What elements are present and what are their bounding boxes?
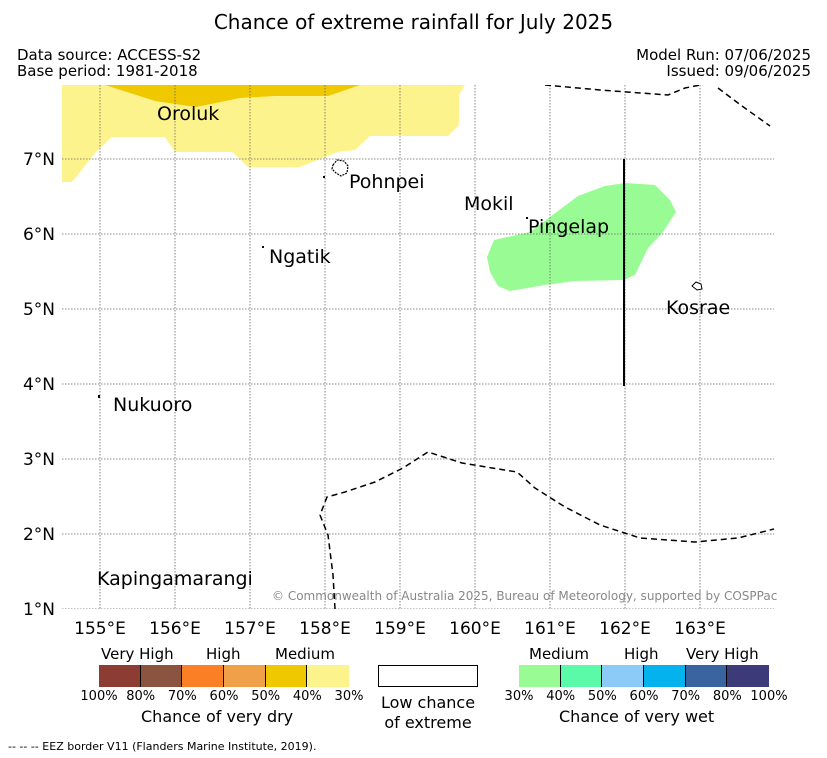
nukuoro-island xyxy=(98,395,100,398)
legend-percent-label: 100% xyxy=(750,689,788,704)
place-label-nukuoro: Nukuoro xyxy=(113,394,193,416)
kosrae-island xyxy=(691,281,703,291)
small-island-near-pohnpei xyxy=(323,176,325,178)
legend-percent-label: 100% xyxy=(80,689,118,704)
place-label-kosrae: Kosrae xyxy=(666,297,731,319)
legend-wet-colorbar xyxy=(519,665,769,687)
map-background xyxy=(62,85,774,609)
longitude-tick-label: 162°E xyxy=(599,619,651,639)
legend-color-swatch xyxy=(560,665,603,687)
longitude-tick-label: 158°E xyxy=(299,619,351,639)
legend-low-chance-line2: of extreme xyxy=(384,713,472,732)
legend-wet-group-medium: Medium xyxy=(529,645,589,663)
legend-color-swatch xyxy=(602,665,644,687)
place-label-pingelap: Pingelap xyxy=(528,216,610,238)
latitude-tick-label: 3°N xyxy=(23,450,55,470)
map-title: Chance of extreme rainfall for July 2025 xyxy=(213,10,614,34)
issued-date: Issued: 09/06/2025 xyxy=(666,62,811,80)
eez-border-south xyxy=(319,451,774,609)
legend-percent-label: 40% xyxy=(546,689,576,704)
latitude-tick-label: 1°N xyxy=(23,600,55,620)
legend-color-swatch xyxy=(99,665,141,687)
legend-color-swatch xyxy=(727,665,769,687)
longitude-tick-label: 161°E xyxy=(524,619,576,639)
legend-color-swatch xyxy=(685,665,728,687)
place-label-pohnpei: Pohnpei xyxy=(349,171,425,193)
eez-border-northeast xyxy=(717,87,771,127)
legend-color-swatch xyxy=(265,665,308,687)
longitude-tick-label: 163°E xyxy=(674,619,726,639)
latitude-tick-label: 6°N xyxy=(23,225,55,245)
base-period: Base period: 1981-2018 xyxy=(17,62,198,80)
wet-medium-region xyxy=(487,183,676,291)
legend-wet-group-high: High xyxy=(624,645,659,663)
legend-wet-group-very-high: Very High xyxy=(686,645,759,663)
latitude-labels: 1°N 2°N 3°N 4°N 5°N 6°N 7°N xyxy=(23,150,55,620)
copyright-notice: © Commonwealth of Australia 2025, Bureau… xyxy=(272,589,778,603)
dry-medium-region-light xyxy=(62,85,465,182)
legend-color-swatch xyxy=(140,665,183,687)
mokil-island xyxy=(526,217,528,219)
legend-percent-label: 80% xyxy=(126,689,156,704)
legend-color-swatch xyxy=(307,665,349,687)
legend-color-swatch xyxy=(224,665,266,687)
legend-color-swatch xyxy=(644,665,686,687)
legend-color-swatch xyxy=(182,665,224,687)
legend-percent-label: 70% xyxy=(671,689,701,704)
legend-dry-colorbar xyxy=(99,665,349,687)
latitude-tick-label: 5°N xyxy=(23,300,55,320)
legend-wet-title: Chance of very wet xyxy=(559,707,715,726)
legend-dry-title: Chance of very dry xyxy=(141,707,294,726)
legend-dry-group-very-high: Very High xyxy=(101,645,174,663)
legend-percent-label: 30% xyxy=(334,689,364,704)
legend-percent-label: 30% xyxy=(504,689,534,704)
eez-footnote: -- -- -- EEZ border V11 (Flanders Marine… xyxy=(8,740,317,753)
latitude-tick-label: 7°N xyxy=(23,150,55,170)
longitude-tick-label: 159°E xyxy=(374,619,426,639)
longitude-tick-label: 157°E xyxy=(224,619,276,639)
legend-percent-label: 70% xyxy=(167,689,197,704)
legend-percent-label: 80% xyxy=(712,689,742,704)
pohnpei-island xyxy=(331,159,349,177)
latitude-tick-label: 4°N xyxy=(23,375,55,395)
longitude-tick-label: 160°E xyxy=(449,619,501,639)
legend-percent-label: 50% xyxy=(587,689,617,704)
eez-border-north xyxy=(544,85,701,96)
ngatik-island xyxy=(262,246,264,248)
data-source: Data source: ACCESS-S2 xyxy=(17,46,202,64)
longitude-tick-label: 155°E xyxy=(74,619,126,639)
legend-percent-label: 60% xyxy=(629,689,659,704)
legend-low-chance-line1: Low chance xyxy=(380,693,476,712)
place-label-kapingamarangi: Kapingamarangi xyxy=(97,568,253,590)
longitude-labels: 155°E 156°E 157°E 158°E 159°E 160°E 161°E 162°E… xyxy=(74,619,726,639)
model-run: Model Run: 07/06/2025 xyxy=(636,46,811,64)
latitude-tick-label: 2°N xyxy=(23,525,55,545)
legend-dry-group-medium: Medium xyxy=(275,645,335,663)
legend-percent-label: 60% xyxy=(209,689,239,704)
longitude-tick-label: 156°E xyxy=(149,619,201,639)
place-label-oroluk: Oroluk xyxy=(157,103,220,125)
legend-color-swatch xyxy=(519,665,561,687)
legend-percent-label: 50% xyxy=(251,689,281,704)
place-label-mokil: Mokil xyxy=(464,193,514,215)
dry-medium-region-dark xyxy=(105,85,360,107)
legend-dry-group-high: High xyxy=(206,645,241,663)
legend-low-chance-swatch xyxy=(378,665,478,687)
place-label-ngatik: Ngatik xyxy=(269,246,331,268)
legend-percent-label: 40% xyxy=(292,689,322,704)
